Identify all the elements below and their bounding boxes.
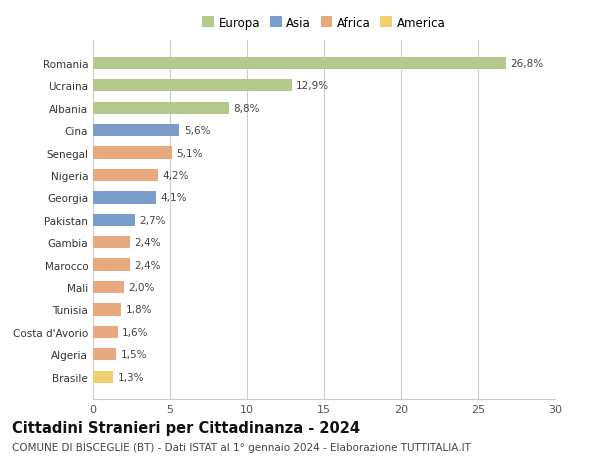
Text: 1,8%: 1,8% — [125, 305, 152, 315]
Bar — [93, 348, 116, 361]
Text: 2,7%: 2,7% — [139, 215, 166, 225]
Text: Cittadini Stranieri per Cittadinanza - 2024: Cittadini Stranieri per Cittadinanza - 2… — [12, 420, 360, 435]
Bar — [93, 169, 158, 182]
Bar — [93, 57, 506, 70]
Text: COMUNE DI BISCEGLIE (BT) - Dati ISTAT al 1° gennaio 2024 - Elaborazione TUTTITAL: COMUNE DI BISCEGLIE (BT) - Dati ISTAT al… — [12, 442, 471, 452]
Bar — [93, 371, 113, 383]
Text: 1,3%: 1,3% — [118, 372, 144, 382]
Text: 4,1%: 4,1% — [161, 193, 187, 203]
Bar — [93, 236, 130, 249]
Bar — [93, 326, 118, 338]
Bar — [93, 147, 172, 159]
Text: 5,6%: 5,6% — [184, 126, 211, 136]
Bar — [93, 304, 121, 316]
Text: 8,8%: 8,8% — [233, 103, 260, 113]
Text: 2,0%: 2,0% — [128, 282, 155, 292]
Bar — [93, 125, 179, 137]
Text: 1,6%: 1,6% — [122, 327, 149, 337]
Text: 2,4%: 2,4% — [134, 260, 161, 270]
Bar — [93, 102, 229, 115]
Text: 26,8%: 26,8% — [511, 59, 544, 69]
Text: 2,4%: 2,4% — [134, 238, 161, 248]
Bar — [93, 281, 124, 294]
Bar — [93, 259, 130, 271]
Legend: Europa, Asia, Africa, America: Europa, Asia, Africa, America — [200, 14, 448, 32]
Text: 12,9%: 12,9% — [296, 81, 329, 91]
Bar — [93, 214, 134, 226]
Text: 4,2%: 4,2% — [162, 171, 189, 180]
Bar — [93, 80, 292, 92]
Bar — [93, 192, 156, 204]
Text: 1,5%: 1,5% — [121, 350, 147, 359]
Text: 5,1%: 5,1% — [176, 148, 203, 158]
